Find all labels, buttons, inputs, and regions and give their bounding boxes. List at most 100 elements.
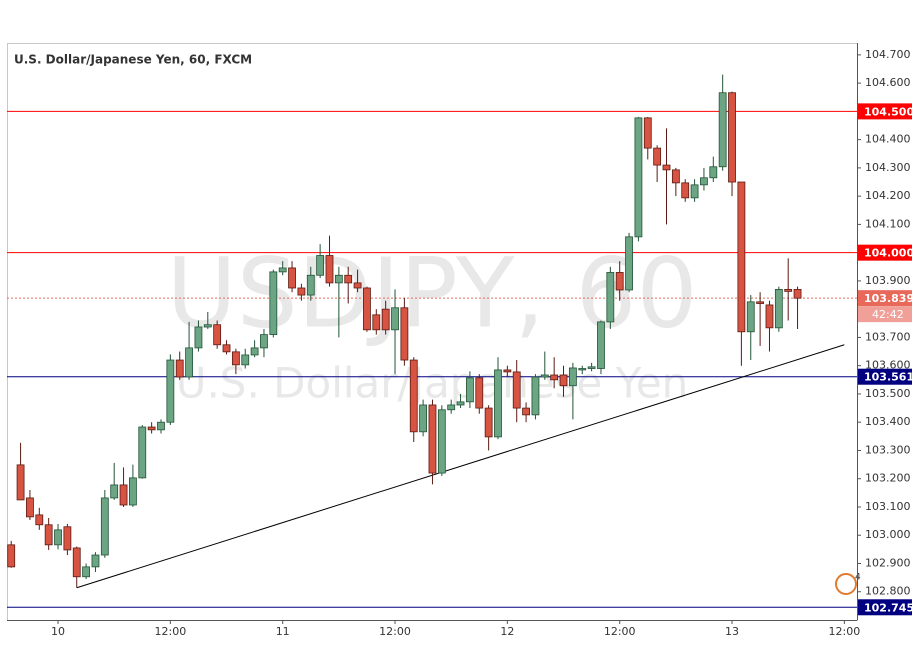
candle-body <box>756 301 765 304</box>
x-tick-label: 12 <box>500 625 514 638</box>
x-tick-label: 10 <box>51 625 65 638</box>
candle-body <box>91 554 100 568</box>
y-tick-label: 103.100 <box>865 500 911 513</box>
y-tick-label: 103.500 <box>865 387 911 400</box>
y-tick-label: 104.200 <box>865 189 911 202</box>
candle-body <box>419 404 428 433</box>
x-tick-label: 12:00 <box>155 625 187 638</box>
candle-body <box>372 314 381 331</box>
y-tick-label: 102.800 <box>865 585 911 598</box>
candle-body <box>597 321 605 369</box>
candle-body <box>550 374 559 381</box>
candle-body <box>718 92 727 168</box>
candle-body <box>250 347 259 356</box>
candle-body <box>54 529 62 546</box>
candle-body <box>700 177 708 186</box>
candle-body <box>35 514 44 526</box>
candle-body <box>213 324 222 346</box>
candle-body <box>129 477 137 506</box>
x-tick-label: 11 <box>276 625 290 638</box>
y-tick-label: 103.200 <box>865 472 911 485</box>
candle-body <box>203 324 212 328</box>
y-tick-label: 103.300 <box>865 443 911 456</box>
countdown: 42:42 <box>872 308 904 321</box>
candle-body <box>363 287 371 331</box>
level-label-box <box>858 244 912 261</box>
candle-body <box>587 366 596 369</box>
candle-body <box>522 407 530 416</box>
candle-body <box>784 288 793 292</box>
candle-body <box>634 117 643 238</box>
candle-body <box>681 182 690 199</box>
level-label: 104.000 <box>864 247 914 260</box>
y-tick-label: 104.100 <box>865 217 911 230</box>
candle-body <box>746 301 755 333</box>
candle-body <box>503 369 512 373</box>
badge-icon[interactable] <box>835 573 857 595</box>
y-tick-label: 103.000 <box>865 528 911 541</box>
watermark: USDJPY, 60 <box>166 237 697 349</box>
candle-body <box>26 497 34 518</box>
y-tick-label: 104.700 <box>865 48 911 61</box>
level-label: 103.839 <box>864 292 914 305</box>
y-tick-label: 103.700 <box>865 330 911 343</box>
y-tick-label: 103.400 <box>865 415 911 428</box>
candle-body <box>166 359 175 423</box>
candle-body <box>63 526 72 551</box>
candle-body <box>44 524 53 546</box>
x-tick-label: 12:00 <box>604 625 636 638</box>
candle-body <box>737 181 746 333</box>
level-label: 103.561 <box>864 371 914 384</box>
level-label: 104.500 <box>864 105 914 118</box>
candle-body <box>540 374 549 378</box>
candle-body <box>185 347 193 378</box>
candle-body <box>100 497 109 556</box>
candle-body <box>325 255 334 284</box>
candle-body <box>643 117 652 149</box>
y-tick-label: 102.900 <box>865 556 911 569</box>
y-tick-label: 104.600 <box>865 76 911 89</box>
x-tick-label: 13 <box>725 625 739 638</box>
y-tick-label: 104.300 <box>865 161 911 174</box>
candle-body <box>531 376 540 416</box>
candle-body <box>606 272 615 323</box>
candle-body <box>466 377 474 403</box>
candle-body <box>690 184 699 199</box>
candle-body <box>559 374 568 387</box>
candle-body <box>765 304 774 329</box>
candle-body <box>447 404 456 411</box>
candle-body <box>306 274 315 296</box>
candle-body <box>400 307 409 361</box>
candle-body <box>615 272 624 291</box>
x-tick-label: 12:00 <box>829 625 861 638</box>
candle-body <box>653 147 662 166</box>
candle-body <box>175 359 184 378</box>
candle-body <box>288 267 296 289</box>
candle-body <box>437 409 446 474</box>
candle-body <box>456 401 465 406</box>
candle-body <box>334 274 343 284</box>
candle-body <box>72 547 81 578</box>
candle-body <box>484 407 493 438</box>
candle-body <box>381 308 390 331</box>
candle-body <box>578 368 587 371</box>
candle-body <box>7 544 16 568</box>
y-tick-label: 104.400 <box>865 133 911 146</box>
candle-body <box>793 288 802 299</box>
candle-body <box>475 377 484 409</box>
candle-body <box>625 236 633 291</box>
candle-body <box>353 282 362 289</box>
candle-body <box>709 166 718 179</box>
candle-body <box>157 421 165 431</box>
candle-body <box>222 344 231 353</box>
candle-body <box>231 351 240 366</box>
candle-body <box>16 464 25 501</box>
candle-body <box>241 354 250 366</box>
candle-body <box>138 426 147 479</box>
candle-body <box>494 369 502 438</box>
candle-body <box>82 566 91 578</box>
candle-body <box>194 326 203 349</box>
candle-body <box>316 255 325 276</box>
candle-body <box>269 271 278 336</box>
